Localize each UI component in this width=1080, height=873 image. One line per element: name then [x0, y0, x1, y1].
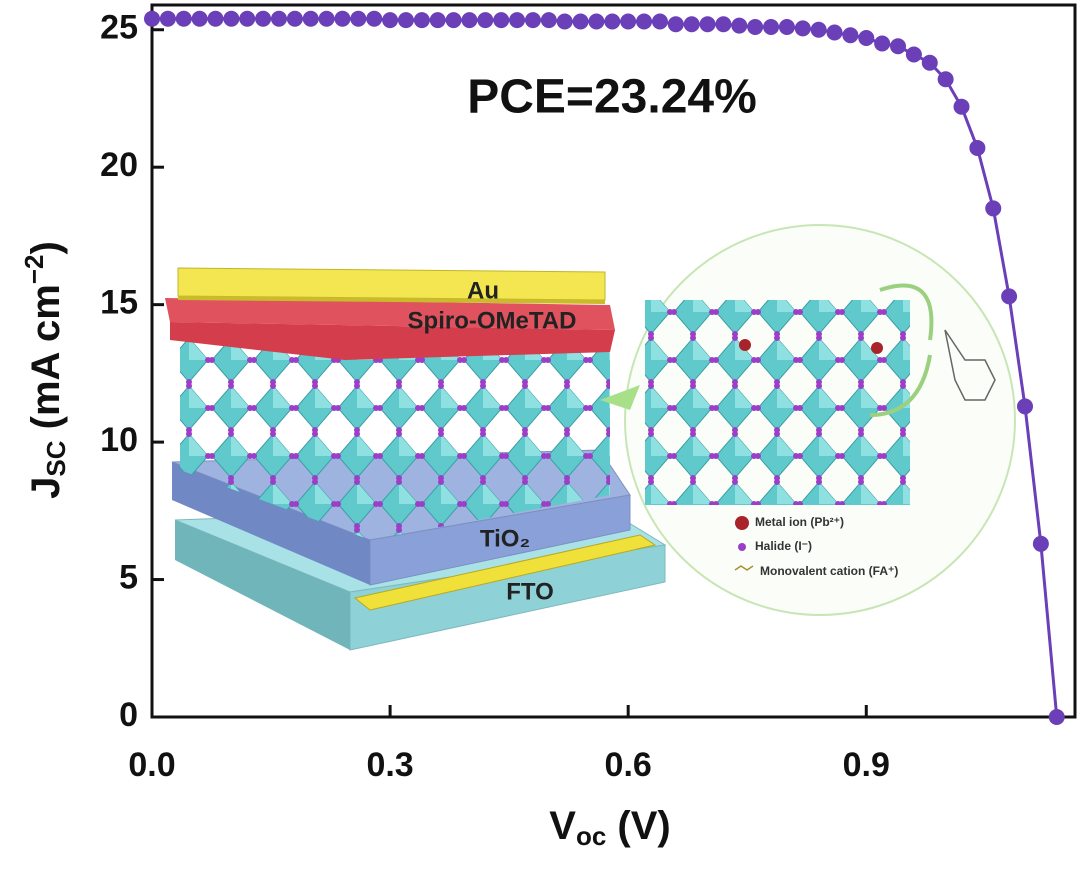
- jv-point: [905, 46, 922, 63]
- y-tick-label: 10: [100, 421, 138, 459]
- jv-point: [255, 10, 272, 27]
- jv-point: [921, 54, 938, 71]
- jv-point: [1001, 288, 1018, 305]
- jv-point: [382, 12, 399, 29]
- layer-label: Spiro-OMeTAD: [408, 307, 577, 334]
- y-tick-label: 5: [119, 559, 138, 597]
- x-axis-label: Voc (V): [549, 804, 670, 851]
- jv-point: [366, 10, 383, 27]
- y-axis-label: JSC (mA cm−2): [19, 241, 71, 499]
- jv-point: [175, 10, 192, 27]
- x-tick-label: 0.6: [605, 746, 652, 784]
- jv-point: [239, 10, 256, 27]
- jv-point: [763, 18, 780, 35]
- jv-point: [286, 10, 303, 27]
- jv-point: [524, 12, 541, 29]
- jv-point: [667, 16, 684, 33]
- layer-label: TiO₂: [480, 525, 530, 552]
- jv-point: [397, 12, 414, 29]
- jv-point: [572, 13, 589, 30]
- jv-point: [699, 16, 716, 33]
- jv-point: [794, 20, 811, 37]
- jv-point: [969, 139, 986, 156]
- jv-point: [493, 12, 510, 29]
- jv-point: [683, 16, 700, 33]
- inset-legend: Monovalent cation (FA⁺): [760, 564, 898, 578]
- jv-point: [223, 10, 240, 27]
- jv-point: [588, 13, 605, 30]
- jv-point: [1048, 709, 1065, 725]
- jv-point: [540, 12, 557, 29]
- jv-point: [858, 29, 875, 46]
- y-tick-label: 25: [100, 9, 138, 47]
- jv-point: [556, 13, 573, 30]
- jv-point: [890, 38, 907, 55]
- jv-point: [144, 10, 160, 27]
- jv-point: [445, 12, 462, 29]
- jv-point: [413, 12, 430, 29]
- jv-point: [778, 18, 795, 35]
- x-tick-label: 0.9: [843, 746, 890, 784]
- inset-device: Au Spiro-OMeTAD TiO₂ FTO Metal ion (Pb²⁺…: [165, 224, 1016, 651]
- layer-label: FTO: [506, 578, 554, 605]
- jv-point: [937, 71, 954, 88]
- jv-point: [715, 16, 732, 33]
- jv-point: [604, 13, 621, 30]
- jv-point: [747, 18, 764, 35]
- annotation: PCE=23.24%: [467, 71, 757, 124]
- jv-point: [159, 10, 176, 27]
- jv-point: [270, 10, 287, 27]
- jv-point: [620, 13, 637, 30]
- jv-point: [350, 10, 367, 27]
- jv-point: [731, 17, 748, 34]
- jv-point: [874, 35, 891, 52]
- jv-point: [1017, 398, 1034, 415]
- jv-point: [429, 12, 446, 29]
- jv-point: [953, 98, 970, 115]
- jv-point: [810, 21, 827, 38]
- inset-legend: Halide (I⁻): [755, 539, 812, 553]
- jv-point: [477, 12, 494, 29]
- jv-point: [334, 10, 351, 27]
- jv-point: [842, 27, 859, 44]
- jv-point: [636, 13, 653, 30]
- y-tick-label: 0: [119, 696, 138, 734]
- jv-point: [651, 13, 668, 30]
- jv-point: [826, 24, 843, 41]
- x-tick-label: 0.0: [128, 746, 175, 784]
- jv-point: [318, 10, 335, 27]
- jv-point: [207, 10, 224, 27]
- jv-point: [461, 12, 478, 29]
- y-tick-label: 15: [100, 284, 138, 322]
- x-tick-label: 0.3: [366, 746, 413, 784]
- y-tick-label: 20: [100, 146, 138, 184]
- layer-label: Au: [467, 277, 499, 304]
- jv-point: [509, 12, 526, 29]
- jv-point: [191, 10, 208, 27]
- jv-point: [1032, 535, 1049, 552]
- inset-legend: Metal ion (Pb²⁺): [755, 515, 844, 529]
- jv-point: [302, 10, 319, 27]
- jv-point: [985, 200, 1002, 217]
- plot-frame: [150, 3, 1077, 719]
